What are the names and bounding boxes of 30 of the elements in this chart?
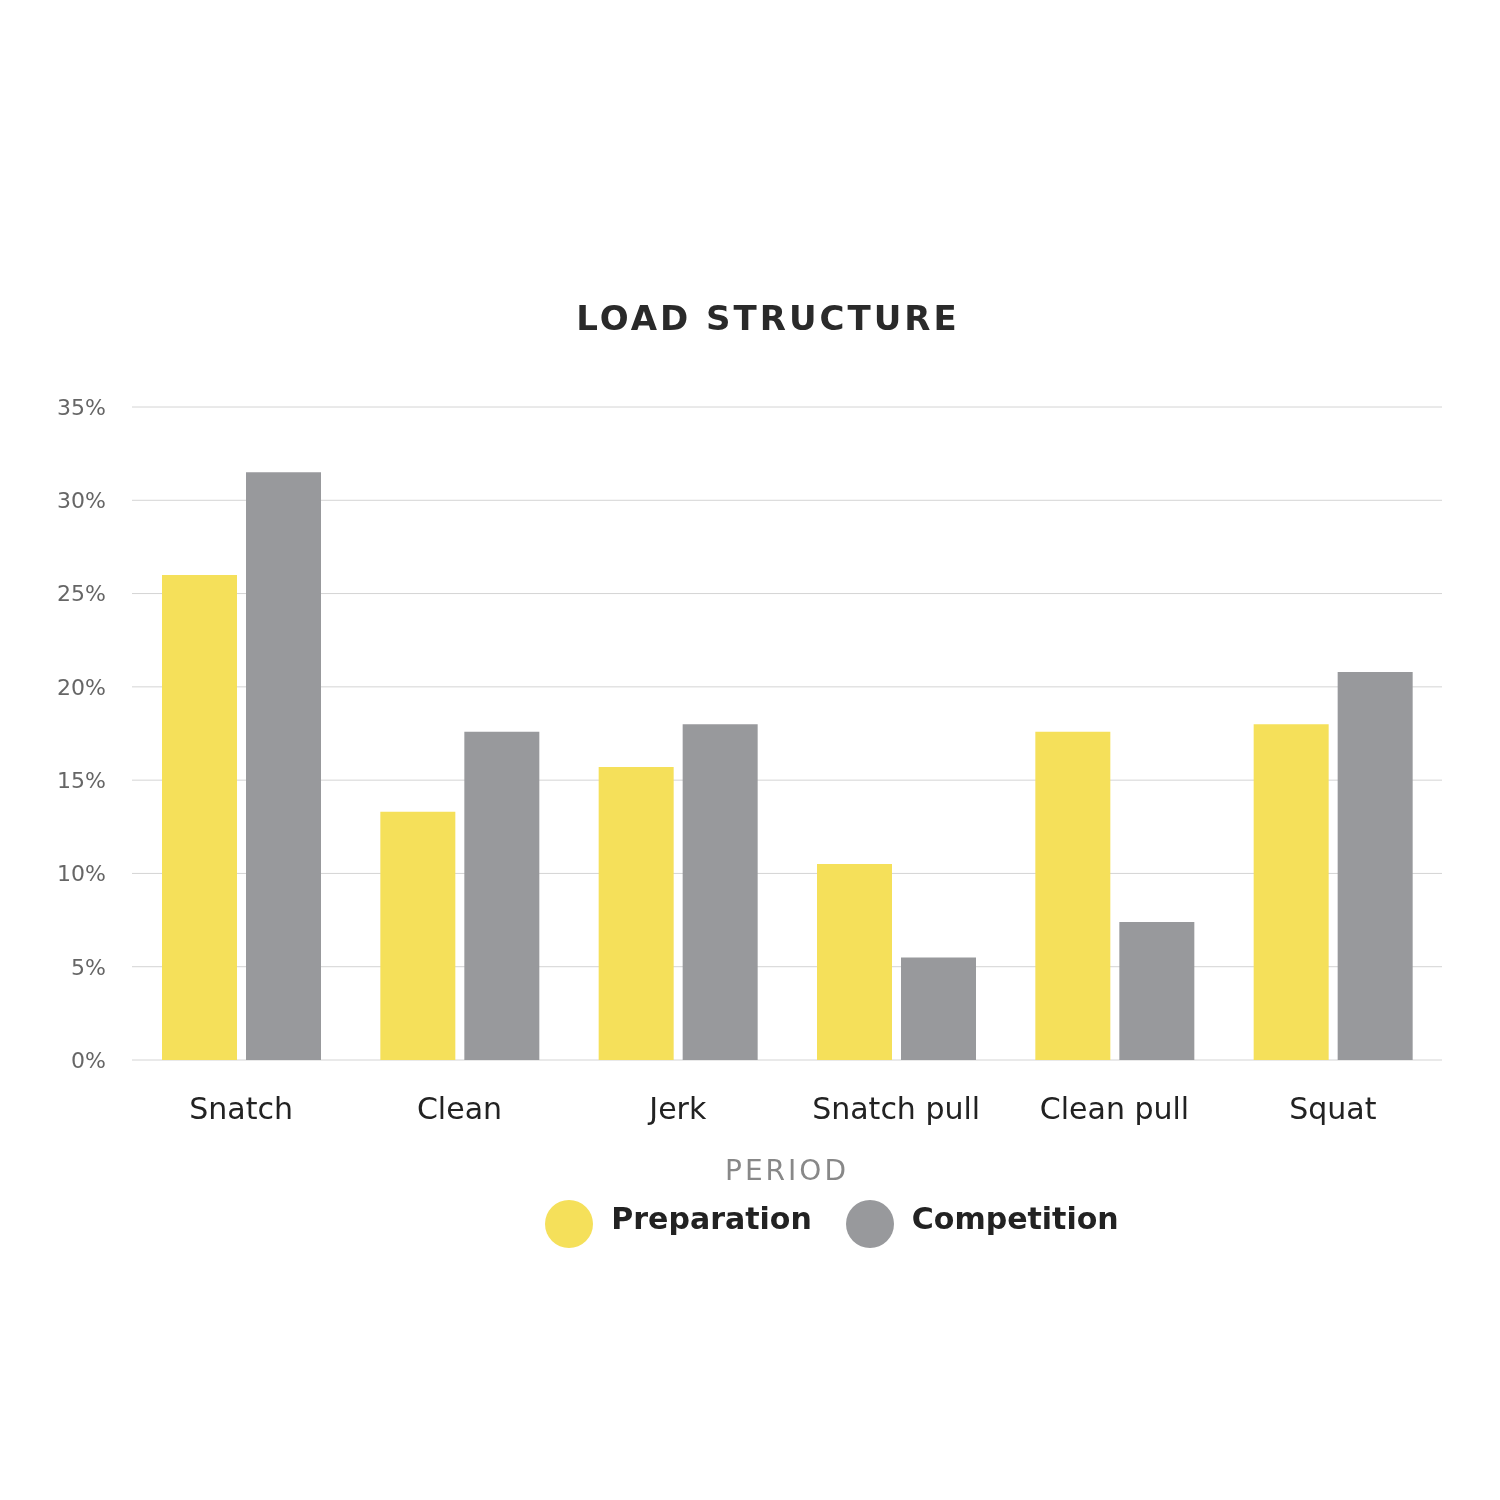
y-tick-label: 20% — [57, 674, 106, 700]
bar — [1119, 921, 1195, 1060]
bar — [1337, 671, 1413, 1060]
bar — [380, 811, 456, 1060]
y-tick-label: 25% — [57, 581, 106, 607]
bar — [1035, 731, 1111, 1060]
legend-label: Preparation — [611, 1200, 812, 1236]
y-tick-label: 5% — [71, 954, 106, 980]
bar — [464, 731, 540, 1060]
x-tick-label: Snatch pull — [812, 1091, 981, 1127]
chart-title: LOAD STRUCTURE — [575, 297, 961, 340]
y-tick-label: 15% — [57, 767, 106, 793]
bar — [817, 864, 892, 1060]
y-tick-label: 35% — [57, 394, 106, 420]
x-tick-label: Jerk — [647, 1091, 707, 1127]
x-tick-label: Clean — [416, 1091, 503, 1127]
bar — [682, 724, 758, 1060]
x-tick-label: Snatch — [189, 1091, 294, 1127]
bar — [246, 472, 321, 1060]
bar — [901, 957, 976, 1060]
bar — [162, 574, 237, 1060]
bar — [598, 767, 674, 1060]
y-tick-label: 10% — [57, 861, 106, 887]
bar — [1253, 724, 1329, 1060]
x-axis-title: PERIOD — [725, 1154, 849, 1187]
x-tick-label: Clean pull — [1039, 1091, 1190, 1127]
legend-label: Competition — [911, 1200, 1119, 1236]
x-tick-label: Squat — [1289, 1091, 1377, 1127]
y-tick-label: 30% — [57, 488, 106, 514]
y-tick-label: 0% — [71, 1047, 106, 1073]
